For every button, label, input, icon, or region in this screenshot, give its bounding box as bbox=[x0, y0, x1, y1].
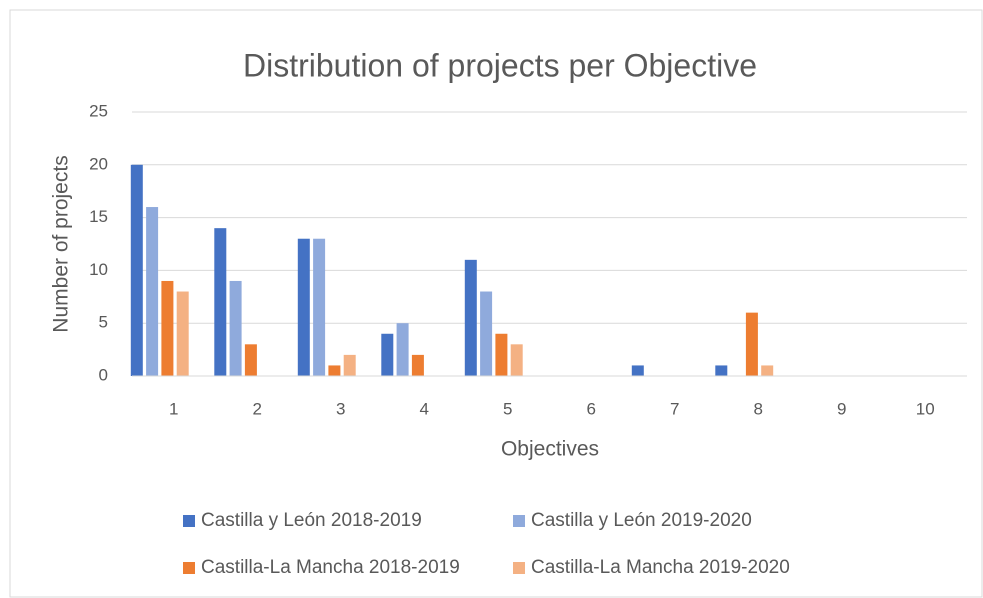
y-tick-label: 10 bbox=[89, 260, 108, 279]
bar bbox=[631, 365, 644, 376]
legend-label: Castilla y León 2019-2020 bbox=[531, 510, 752, 531]
y-axis-label: Number of projects bbox=[50, 155, 73, 332]
bar bbox=[715, 365, 728, 376]
bar bbox=[396, 323, 409, 376]
x-tick-label: 9 bbox=[837, 399, 846, 418]
bar bbox=[313, 238, 326, 376]
x-tick-label: 10 bbox=[916, 399, 935, 418]
y-tick-label: 20 bbox=[89, 154, 108, 173]
bar bbox=[343, 354, 356, 376]
x-tick-label: 1 bbox=[169, 399, 178, 418]
bar bbox=[229, 280, 242, 376]
x-tick-label: 7 bbox=[670, 399, 679, 418]
bar bbox=[161, 280, 174, 376]
legend-label: Castilla-La Mancha 2018-2019 bbox=[201, 557, 460, 578]
legend-label: Castilla y León 2018-2019 bbox=[201, 510, 422, 531]
x-tick-label: 5 bbox=[503, 399, 512, 418]
legend-swatch bbox=[513, 562, 525, 574]
chart-title: Distribution of projects per Objective bbox=[243, 47, 757, 83]
bar bbox=[130, 164, 143, 376]
x-tick-label: 6 bbox=[587, 399, 596, 418]
x-tick-label: 4 bbox=[420, 399, 429, 418]
y-tick-label: 25 bbox=[89, 101, 108, 120]
bar bbox=[214, 228, 227, 376]
x-tick-label: 2 bbox=[253, 399, 262, 418]
x-tick-label: 3 bbox=[336, 399, 345, 418]
bar bbox=[495, 333, 508, 376]
bar bbox=[411, 354, 424, 376]
bar bbox=[510, 344, 523, 376]
y-tick-label: 5 bbox=[99, 313, 108, 332]
legend-swatch bbox=[513, 515, 525, 527]
bar bbox=[176, 291, 189, 376]
y-tick-label: 15 bbox=[89, 207, 108, 226]
bar bbox=[146, 207, 159, 376]
bar bbox=[328, 365, 341, 376]
x-tick-label: 8 bbox=[754, 399, 763, 418]
bar bbox=[761, 365, 774, 376]
bar bbox=[480, 291, 493, 376]
legend-label: Castilla-La Mancha 2019-2020 bbox=[531, 557, 790, 578]
legend-swatch bbox=[183, 515, 195, 527]
y-tick-label: 0 bbox=[99, 365, 108, 384]
bar bbox=[464, 259, 477, 376]
bar bbox=[745, 312, 758, 376]
bar bbox=[381, 333, 394, 376]
x-axis-label: Objectives bbox=[501, 438, 599, 461]
legend-swatch bbox=[183, 562, 195, 574]
bar bbox=[297, 238, 310, 376]
bar bbox=[244, 344, 257, 376]
